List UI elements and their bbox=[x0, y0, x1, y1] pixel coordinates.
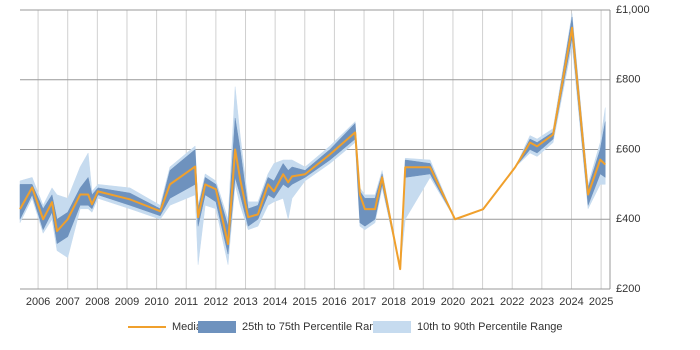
x-tick-label: 2015 bbox=[293, 296, 317, 308]
median-line bbox=[19, 26, 606, 271]
x-tick-label: 2025 bbox=[589, 296, 613, 308]
x-tick-label: 2010 bbox=[144, 296, 168, 308]
legend-label: 25th to 75th Percentile Range bbox=[242, 321, 388, 333]
x-tick-label: 2007 bbox=[55, 296, 79, 308]
x-tick-label: 2011 bbox=[174, 296, 198, 308]
x-tick-label: 2021 bbox=[470, 296, 494, 308]
x-tick-label: 2020 bbox=[441, 296, 465, 308]
legend-swatch bbox=[198, 321, 236, 333]
x-tick-label: 2006 bbox=[26, 296, 50, 308]
range-band bbox=[19, 16, 606, 270]
legend-label: 10th to 90th Percentile Range bbox=[417, 321, 563, 333]
x-tick-label: 2018 bbox=[381, 296, 405, 308]
x-tick-label: 2009 bbox=[115, 296, 139, 308]
y-tick-label: £800 bbox=[616, 74, 640, 86]
y-tick-label: £1,000 bbox=[616, 4, 650, 16]
x-tick-label: 2017 bbox=[352, 296, 376, 308]
legend-swatch bbox=[373, 321, 411, 333]
x-tick-label: 2013 bbox=[233, 296, 257, 308]
x-tick-label: 2014 bbox=[263, 296, 287, 308]
x-tick-label: 2012 bbox=[204, 296, 228, 308]
x-tick-label: 2023 bbox=[530, 296, 554, 308]
x-tick-label: 2016 bbox=[322, 296, 346, 308]
x-tick-label: 2019 bbox=[411, 296, 435, 308]
x-tick-label: 2024 bbox=[559, 296, 583, 308]
x-tick-label: 2008 bbox=[85, 296, 109, 308]
range-band bbox=[19, 13, 606, 270]
x-tick-label: 2022 bbox=[500, 296, 524, 308]
y-tick-label: £400 bbox=[616, 213, 640, 225]
y-tick-label: £600 bbox=[616, 143, 640, 155]
y-tick-label: £200 bbox=[616, 283, 640, 295]
